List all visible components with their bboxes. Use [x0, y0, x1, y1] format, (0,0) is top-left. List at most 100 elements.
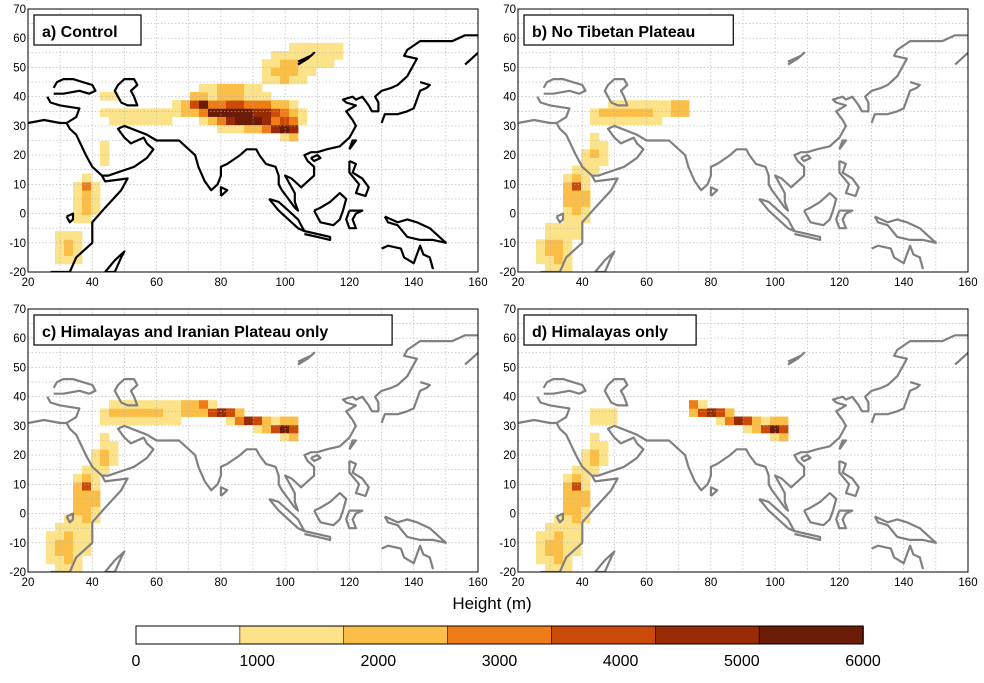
colorbar-tick-label: 0	[132, 653, 141, 670]
colorbar-swatch	[135, 625, 241, 645]
x-tick-label: 20	[512, 577, 525, 589]
x-tick-label: 80	[704, 277, 717, 289]
y-tick-label: 60	[13, 333, 26, 345]
map-frame-a	[27, 8, 479, 273]
y-tick-label: 30	[503, 121, 516, 133]
x-tick-label: 100	[276, 577, 295, 589]
grid-a	[28, 9, 478, 272]
grid-b	[518, 9, 968, 272]
y-tick-label: 40	[503, 392, 516, 404]
y-tick-label: -10	[499, 538, 516, 550]
map-frame-c	[27, 308, 479, 573]
y-tick-label: 20	[503, 150, 516, 162]
x-tick-label: 120	[340, 277, 359, 289]
y-tick-label: -10	[9, 538, 26, 550]
x-tick-label: 40	[86, 577, 99, 589]
coastlines-c	[28, 334, 478, 572]
x-tick-label: 140	[404, 577, 423, 589]
terrain-field-a	[28, 9, 478, 272]
colorbar-tick-label: 1000	[239, 653, 275, 670]
y-tick-label: 30	[13, 121, 26, 133]
coastlines-b	[518, 34, 968, 272]
x-tick-label: 160	[468, 277, 487, 289]
x-tick-label: 160	[958, 577, 977, 589]
x-tick-label: 160	[958, 277, 977, 289]
y-tick-label: 30	[503, 421, 516, 433]
x-tick-label: 40	[86, 277, 99, 289]
y-tick-label: -20	[9, 267, 26, 279]
x-tick-label: 120	[830, 277, 849, 289]
x-tick-label: 160	[468, 577, 487, 589]
y-tick-label: 50	[503, 62, 516, 74]
x-tick-label: 60	[150, 277, 163, 289]
y-tick-label: 50	[13, 362, 26, 374]
x-tick-label: 40	[576, 277, 589, 289]
map-frame-d	[517, 308, 969, 573]
y-tick-label: 10	[13, 179, 26, 191]
colorbar-swatch	[239, 625, 345, 645]
y-tick-label: 70	[13, 4, 26, 16]
x-tick-label: 100	[276, 277, 295, 289]
panel-title-b: b) No Tibetan Plateau	[523, 14, 734, 46]
y-tick-label: 10	[503, 479, 516, 491]
colorbar-tick-label: 2000	[361, 653, 397, 670]
y-tick-label: -10	[499, 238, 516, 250]
colorbar-swatch	[447, 625, 553, 645]
panel-title-d: d) Himalayas only	[523, 314, 697, 346]
y-tick-label: -20	[499, 567, 516, 579]
y-tick-label: 70	[503, 304, 516, 316]
y-tick-label: -20	[499, 267, 516, 279]
svg-text:c) Himalayas and Iranian Plate: c) Himalayas and Iranian Plateau only	[42, 324, 328, 341]
x-tick-label: 80	[214, 577, 227, 589]
y-tick-label: 0	[20, 209, 26, 221]
x-tick-label: 60	[640, 577, 653, 589]
y-tick-label: 60	[13, 33, 26, 45]
terrain-field-d	[518, 309, 968, 572]
x-tick-label: 140	[894, 277, 913, 289]
colorbar-tick-label: 6000	[845, 653, 881, 670]
y-tick-label: 60	[503, 333, 516, 345]
x-tick-label: 80	[704, 577, 717, 589]
y-tick-label: 30	[13, 421, 26, 433]
y-tick-label: 70	[503, 4, 516, 16]
y-tick-label: 0	[510, 509, 516, 521]
svg-text:d) Himalayas only: d) Himalayas only	[532, 324, 668, 341]
y-tick-label: -10	[9, 238, 26, 250]
colorbar-swatch	[758, 625, 864, 645]
x-tick-label: 60	[640, 277, 653, 289]
x-tick-label: 120	[830, 577, 849, 589]
x-tick-label: 100	[766, 577, 785, 589]
x-tick-label: 140	[894, 577, 913, 589]
y-tick-label: 60	[503, 33, 516, 45]
panel-title-c: c) Himalayas and Iranian Plateau only	[33, 314, 393, 346]
x-tick-label: 80	[214, 277, 227, 289]
x-tick-label: 20	[22, 277, 35, 289]
y-tick-label: 40	[13, 392, 26, 404]
colorbar-swatch	[551, 625, 657, 645]
y-tick-label: 0	[510, 209, 516, 221]
x-tick-label: 60	[150, 577, 163, 589]
coastlines-a	[28, 34, 478, 272]
y-tick-label: 20	[13, 450, 26, 462]
svg-text:b) No Tibetan Plateau: b) No Tibetan Plateau	[532, 24, 695, 41]
y-tick-label: 70	[13, 304, 26, 316]
y-tick-label: 0	[20, 509, 26, 521]
panel-title-a: a) Control	[33, 14, 142, 46]
colorbar-swatch	[343, 625, 449, 645]
colorbar-tick-label: 4000	[603, 653, 639, 670]
x-tick-label: 20	[22, 577, 35, 589]
y-tick-label: 40	[503, 92, 516, 104]
x-tick-label: 140	[404, 277, 423, 289]
x-tick-label: 40	[576, 577, 589, 589]
y-tick-label: 40	[13, 92, 26, 104]
colorbar-title: Height (m)	[452, 594, 532, 613]
y-tick-label: 50	[503, 362, 516, 374]
y-tick-label: 20	[13, 150, 26, 162]
y-tick-label: -20	[9, 567, 26, 579]
